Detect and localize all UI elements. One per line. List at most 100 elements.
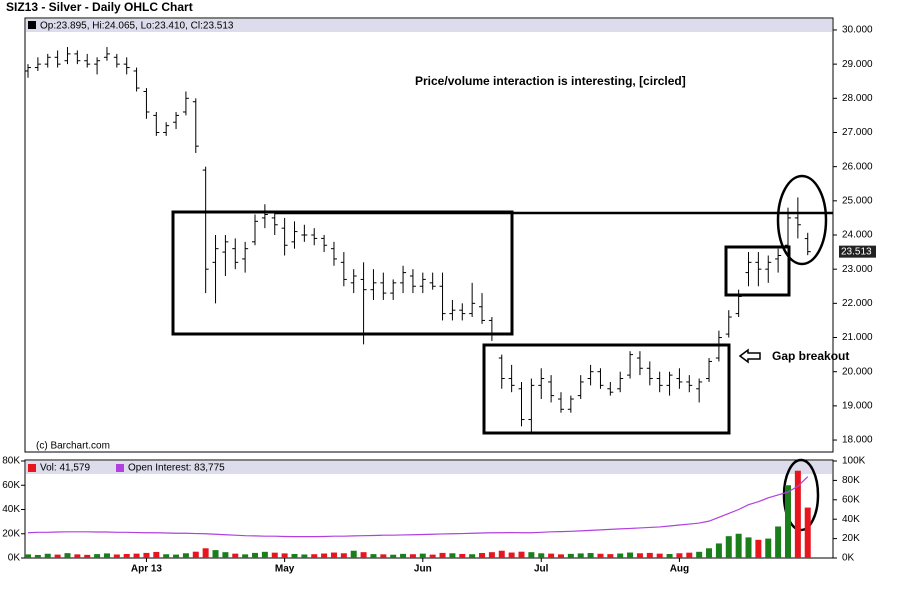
open-interest-line xyxy=(27,476,809,538)
x-tick-label: Jun xyxy=(414,564,432,575)
y2-tick-label: 20K xyxy=(842,533,860,544)
annotation: Gap breakout xyxy=(772,349,849,363)
y2-tick-label: 80K xyxy=(842,475,860,486)
volume-bar xyxy=(222,552,229,558)
y-tick-label: 24.000 xyxy=(842,230,873,241)
volume-bar xyxy=(745,537,752,558)
y-tick-label: 20K xyxy=(2,528,20,539)
volume-bar xyxy=(370,554,377,558)
volume-bar xyxy=(340,553,347,558)
x-tick-label: Jul xyxy=(534,564,549,575)
y-tick-label: 27.000 xyxy=(842,127,873,138)
chart-title: SIZ13 - Silver - Daily OHLC Chart xyxy=(6,0,193,14)
y-tick-label: 22.000 xyxy=(842,298,873,309)
volume-bar xyxy=(508,552,515,558)
y-tick-label: 20.000 xyxy=(842,366,873,377)
volume-bar xyxy=(311,554,318,558)
volume-bar xyxy=(103,553,110,558)
volume-bar xyxy=(84,554,91,558)
volume-bar xyxy=(429,554,436,558)
volume-bar xyxy=(597,553,604,558)
volume-bar xyxy=(627,552,634,558)
y-tick-label: 18.000 xyxy=(842,435,873,446)
legend-swatch xyxy=(28,21,36,29)
volume-bar xyxy=(656,553,663,558)
volume-bar xyxy=(567,553,574,558)
annotation: Price/volume interaction is interesting,… xyxy=(415,74,686,88)
volume-bar xyxy=(25,554,31,558)
y-tick-label: 30.000 xyxy=(842,25,873,36)
volume-bar xyxy=(242,554,249,558)
y-tick-label: 60K xyxy=(2,480,20,491)
volume-bar xyxy=(459,553,466,558)
volume-bar xyxy=(715,543,722,558)
volume-bar xyxy=(479,553,486,558)
volume-bar xyxy=(252,552,259,558)
y-tick-label: 26.000 xyxy=(842,161,873,172)
volume-bar xyxy=(784,485,791,558)
volume-bar xyxy=(636,553,643,558)
volume-bar xyxy=(577,553,584,558)
y-tick-label: 19.000 xyxy=(842,401,873,412)
volume-bar xyxy=(281,553,288,558)
y2-tick-label: 60K xyxy=(842,494,860,505)
volume-bar xyxy=(488,552,495,558)
volume-bar xyxy=(202,548,209,558)
y2-tick-label: 100K xyxy=(842,456,866,467)
volume-bar xyxy=(557,554,564,558)
volume-bar xyxy=(646,552,653,558)
volume-bar xyxy=(54,554,61,558)
volume-bar xyxy=(123,553,130,558)
x-tick-label: Apr 13 xyxy=(131,564,163,575)
y-tick-label: 40K xyxy=(2,504,20,515)
x-tick-label: Aug xyxy=(670,564,689,575)
volume-bar xyxy=(182,553,189,558)
volume-bar xyxy=(725,536,732,558)
volume-bar xyxy=(528,552,535,558)
y-tick-label: 0K xyxy=(8,553,21,564)
volume-bar xyxy=(676,553,683,558)
y2-tick-label: 0K xyxy=(842,553,855,564)
volume-bar xyxy=(192,551,199,558)
volume-bar xyxy=(113,554,120,558)
volume-bar xyxy=(163,554,170,558)
volume-bar xyxy=(686,552,693,558)
volume-bar xyxy=(143,552,150,558)
volume-bar xyxy=(400,553,407,558)
volume-bar xyxy=(409,554,416,558)
volume-bar xyxy=(74,554,81,558)
volume-bar xyxy=(765,538,772,558)
volume-bar xyxy=(380,554,387,558)
volume-bar xyxy=(617,553,624,558)
y-tick-label: 28.000 xyxy=(842,93,873,104)
volume-bar xyxy=(696,551,703,558)
legend-label: Open Interest: 83,775 xyxy=(128,463,225,474)
legend-swatch xyxy=(116,464,124,472)
volume-bar xyxy=(291,553,298,558)
volume-bar xyxy=(330,552,337,558)
volume-bar xyxy=(449,553,456,558)
volume-bar xyxy=(261,551,268,558)
volume-bar xyxy=(64,553,71,558)
volume-bar xyxy=(607,554,614,558)
volume-bar xyxy=(735,533,742,558)
volume-bar xyxy=(775,526,782,558)
volume-bar xyxy=(469,554,476,558)
volume-bar xyxy=(232,553,239,558)
volume-bar xyxy=(587,553,594,558)
volume-bar xyxy=(173,554,180,558)
volume-bar xyxy=(212,550,219,558)
y-tick-label: 80K xyxy=(2,456,20,467)
volume-bar xyxy=(548,553,555,558)
annotation-box xyxy=(482,343,731,435)
volume-bar xyxy=(390,554,397,558)
legend-label: Op:23.895, Hi:24.065, Lo:23.410, Cl:23.5… xyxy=(40,21,234,32)
volume-bar xyxy=(439,552,446,558)
volume-bar xyxy=(44,553,51,558)
volume-bar xyxy=(301,554,308,558)
volume-bar xyxy=(133,553,140,558)
x-tick-label: May xyxy=(275,564,295,575)
volume-bar xyxy=(34,554,41,558)
legend-band xyxy=(26,19,832,32)
